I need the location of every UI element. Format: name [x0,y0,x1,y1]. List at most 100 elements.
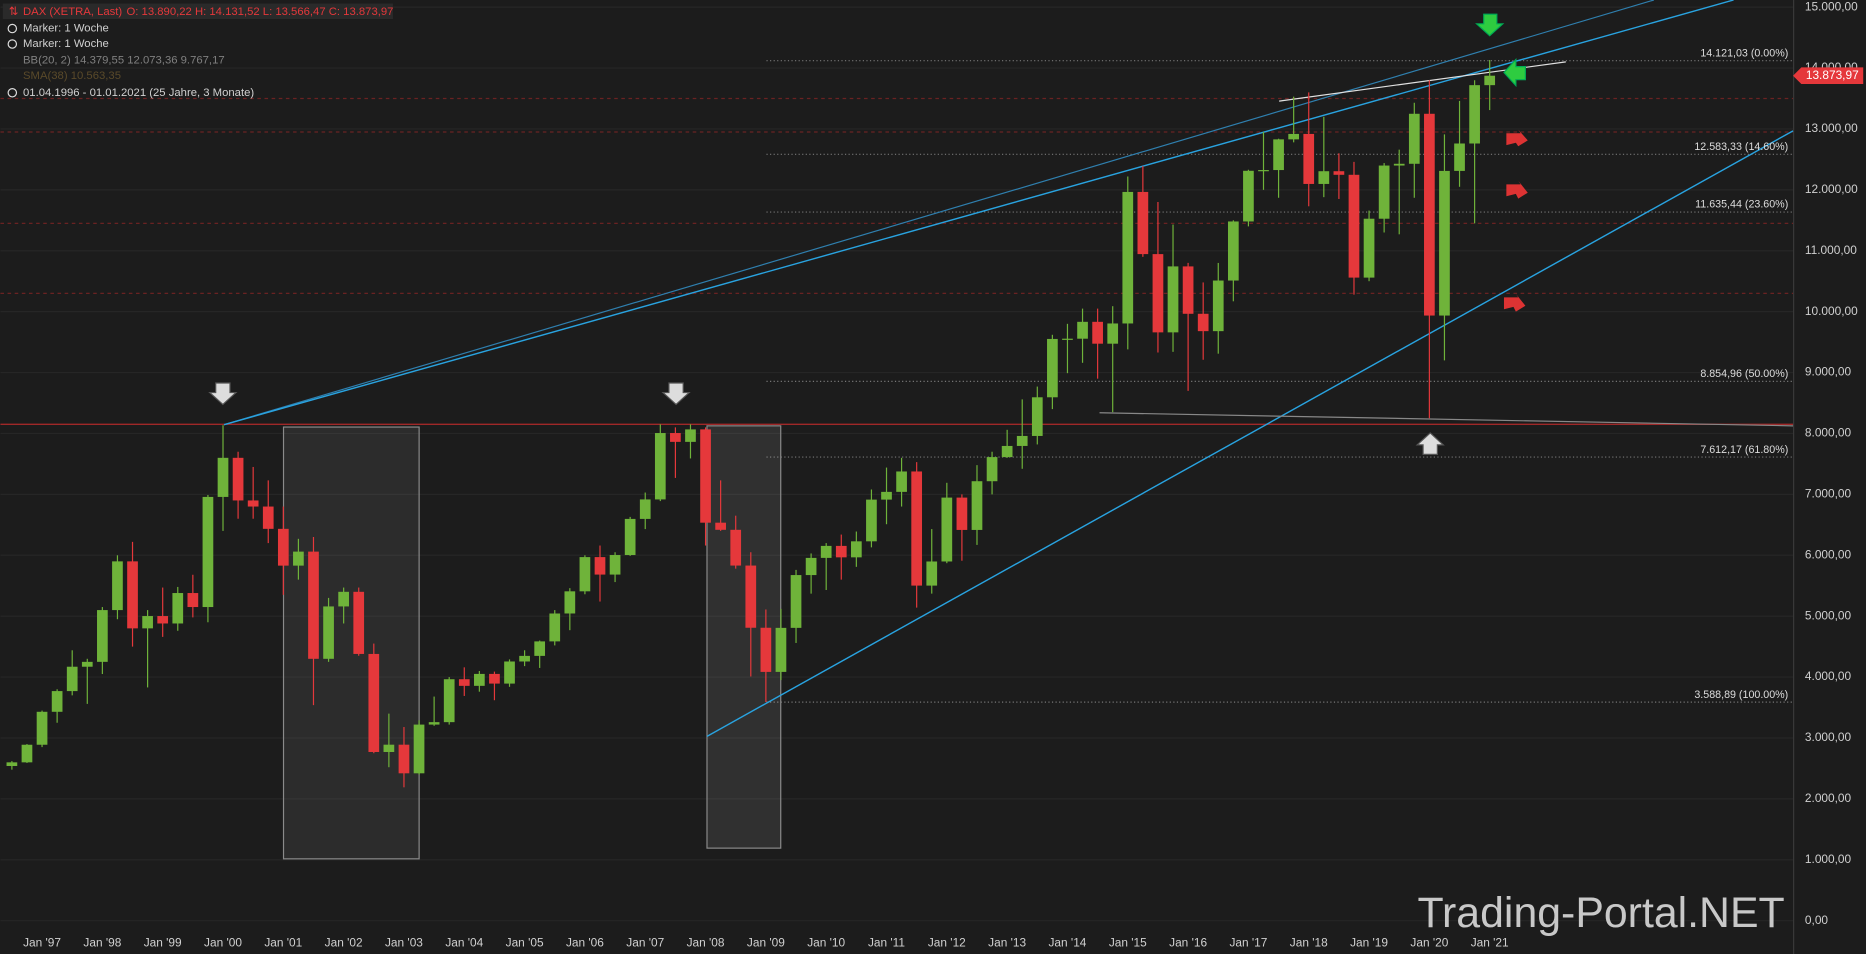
y-tick-label: 12.000,00 [1805,182,1858,196]
x-tick-label: Jan '15 [1109,935,1147,949]
candle-body [1318,171,1330,184]
candle-body [519,655,530,662]
legend: ⇅ DAX (XETRA, Last) O: 13.890,22 H: 14.1… [2,3,394,99]
grid [0,6,1794,922]
candle-body [293,551,304,566]
trend-line [223,0,1734,426]
candle-body [654,433,666,500]
x-tick-label: Jan '08 [687,935,725,949]
y-tick-label: 11.000,00 [1805,243,1857,257]
x-tick-label: Jan '21 [1471,935,1509,949]
candle-body [1016,435,1028,446]
candle-body [760,627,772,672]
candle-body [217,457,229,497]
candle-body [1378,165,1390,219]
candle-body [941,497,953,562]
x-tick-label: Jan '09 [747,935,785,949]
candle-body [1439,170,1450,316]
marker: Marker: 1 Woche [23,38,109,50]
candle-body [971,481,983,530]
candle-body [1273,139,1284,171]
marker: Marker: 1 Woche [23,23,109,35]
trend-line [223,0,1655,426]
candle-body [881,491,892,500]
candle-body [428,722,440,725]
candle-body [549,613,561,642]
marker-arrow [1506,129,1528,147]
candle-body [850,541,862,558]
candle-body [745,565,757,628]
candle-body [142,616,153,629]
x-tick-label: Jan '11 [868,935,905,949]
y-tick-label: 15.000,00 [1805,0,1858,13]
candle-body [338,591,349,607]
fib-label: 11.635,44 (23.60%) [1695,199,1788,211]
candle-body [715,522,726,530]
marker-icon [7,39,18,49]
x-tick-label: Jan '06 [566,935,604,949]
y-tick-label: 13.000,00 [1805,121,1858,135]
candle-body [353,591,365,654]
candle-body [1258,170,1269,172]
candle-body [986,457,998,482]
candle-body [1031,397,1043,436]
y-tick-label: 1.000,00 [1805,852,1852,866]
candle-body [1484,75,1496,86]
candle-body [700,429,711,523]
x-tick-label: Jan '13 [988,935,1026,949]
y-tick-label: 7.000,00 [1805,487,1852,501]
fib-label: 8.854,96 (50.00%) [1700,368,1788,380]
ohlc: O: 13.890,22 H: 14.131,52 L: 13.566,47 C… [127,6,394,18]
candle-body [790,575,802,628]
candle-body [232,457,244,501]
x-tick-label: Jan '05 [506,935,544,949]
candle-body [1137,191,1149,255]
candle-body [1227,221,1239,281]
candle-body [458,679,470,686]
candle-body [609,555,621,575]
candle-body [896,471,907,492]
candle-body [1212,280,1224,332]
x-tick-label: Jan '19 [1350,935,1388,949]
candle-body [112,561,123,611]
candle-body [820,545,832,558]
candle-body [1243,170,1254,222]
watermark: Trading-Portal.NET [1417,889,1784,937]
x-tick-label: Jan '14 [1049,935,1087,949]
candle-body [1001,445,1013,458]
marker-icon [7,23,18,34]
candle-body [926,561,938,586]
y-tick-label: 5.000,00 [1805,608,1852,622]
candle-body [956,497,968,530]
candle-body [1152,254,1164,333]
candle-body [172,593,184,624]
candle-body [775,627,787,672]
candle-body [157,616,169,624]
candle-body [443,679,455,723]
candle-body [1107,323,1119,344]
candle-body [277,528,289,566]
marker-arrow [1475,13,1505,37]
candle-body [805,557,817,576]
candle-body [66,666,78,692]
candle-body [534,641,546,656]
x-tick-label: Jan '07 [626,935,664,949]
candle-body [1363,218,1375,278]
candle-body [81,661,93,667]
highlight-box [282,426,420,860]
y-tick-label: 10.000,00 [1805,304,1858,318]
candle-body [685,429,696,442]
candle-body [413,724,425,774]
candle-body [323,606,334,659]
x-tick-label: Jan '20 [1410,935,1448,949]
x-tick-label: Jan '01 [264,935,302,949]
candle-body [36,711,48,745]
labels: 0,00 1.000,00 2.000,00 3.000,00 4.000,00 5.00… [23,0,1864,949]
marker-arrow [1503,293,1526,312]
candle-body [624,518,636,556]
x-tick-label: Jan '18 [1290,935,1328,949]
bb-legend: BB(20, 2) 14.379,55 12.073,36 9.767,17 [23,55,225,67]
candle-body [1393,163,1405,166]
